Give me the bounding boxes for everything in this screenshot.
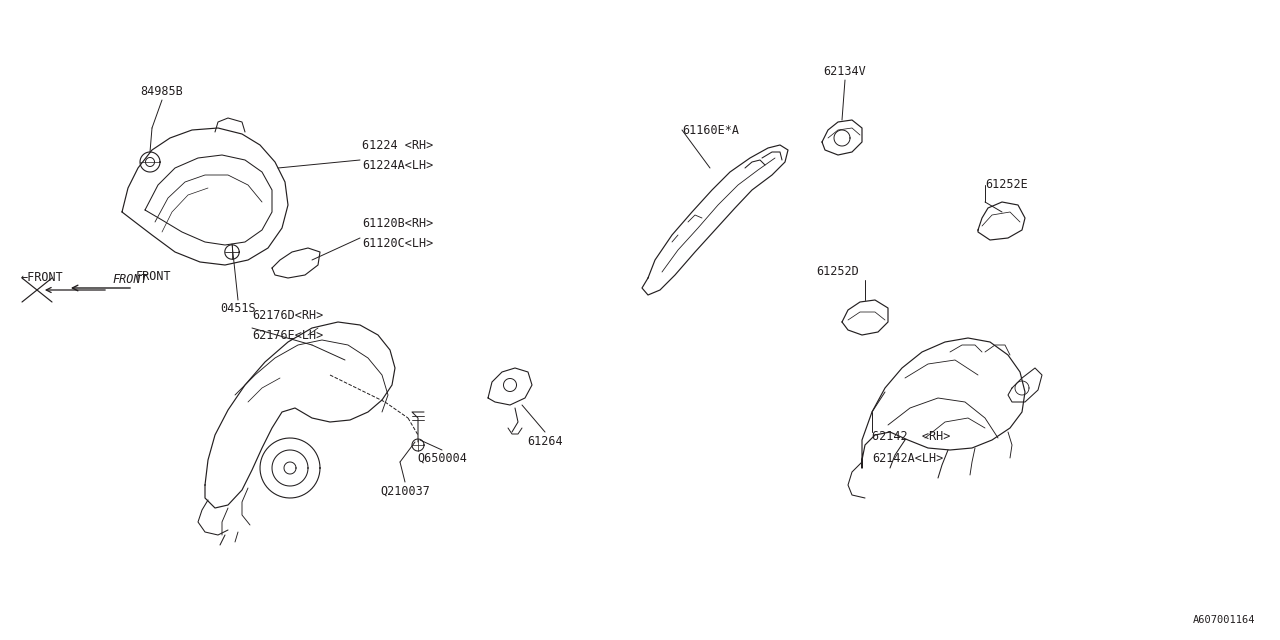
Text: 61264: 61264 (527, 435, 563, 448)
Text: ←FRONT: ←FRONT (20, 271, 63, 284)
Text: 62142  <RH>: 62142 <RH> (872, 430, 950, 443)
Text: 61160E*A: 61160E*A (682, 124, 739, 136)
Text: 61120C<LH>: 61120C<LH> (362, 237, 433, 250)
Text: 62134V: 62134V (823, 65, 867, 78)
Text: 84985B: 84985B (141, 85, 183, 98)
Text: 0451S: 0451S (220, 302, 256, 315)
Text: 61224A<LH>: 61224A<LH> (362, 159, 433, 172)
Text: 62176D<RH>: 62176D<RH> (252, 309, 324, 322)
Text: 61252E: 61252E (986, 179, 1028, 191)
Text: FRONT: FRONT (136, 270, 172, 283)
Text: 62142A<LH>: 62142A<LH> (872, 452, 943, 465)
Text: FRONT: FRONT (113, 273, 147, 286)
Text: 62176E<LH>: 62176E<LH> (252, 329, 324, 342)
Text: Q650004: Q650004 (417, 452, 467, 465)
Text: Q210037: Q210037 (380, 485, 430, 498)
Text: A607001164: A607001164 (1193, 615, 1254, 625)
Text: 61252D: 61252D (817, 265, 859, 278)
Text: 61224 <RH>: 61224 <RH> (362, 139, 433, 152)
Text: 61120B<RH>: 61120B<RH> (362, 217, 433, 230)
